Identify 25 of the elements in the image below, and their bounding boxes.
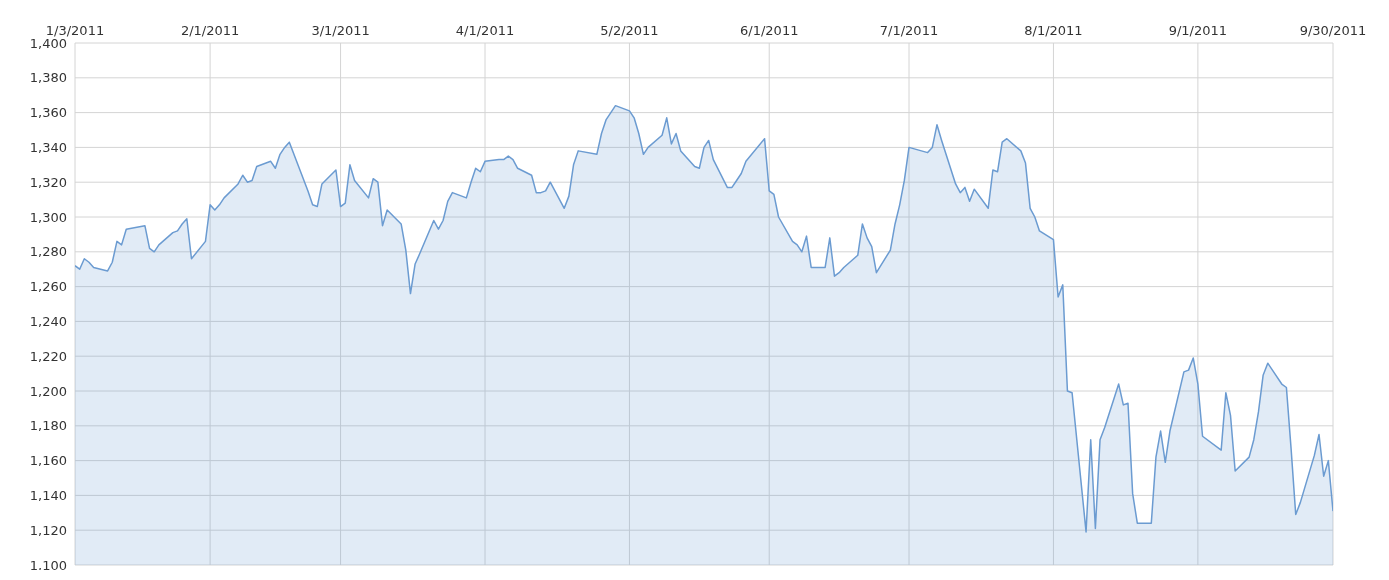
x-tick-label: 7/1/2011 [879, 23, 939, 38]
y-tick-label: 1,220 [29, 348, 67, 364]
y-tick-label: 1,360 [29, 105, 67, 121]
y-tick-label: 1,260 [29, 279, 67, 295]
y-tick-label: 1,380 [29, 70, 67, 86]
y-tick-label: 1,340 [29, 140, 67, 156]
y-tick-label: 1,300 [29, 209, 67, 225]
x-tick-label: 6/1/2011 [740, 23, 799, 38]
x-tick-label: 3/1/2011 [311, 23, 370, 38]
x-tick-label: 5/2/2011 [600, 23, 659, 38]
y-tick-label: 1,200 [29, 383, 67, 399]
x-tick-label: 1/3/2011 [45, 23, 105, 38]
y-tick-label: 1,280 [29, 244, 67, 260]
x-tick-label: 4/1/2011 [455, 23, 515, 38]
y-tick-label: 1,400 [29, 35, 67, 51]
x-tick-label: 2/1/2011 [180, 23, 240, 38]
y-tick-label: 1,240 [29, 314, 67, 330]
y-tick-label: 1,180 [29, 418, 67, 434]
y-tick-label: 1,140 [29, 488, 67, 504]
x-tick-label: 9/30/2011 [1299, 23, 1367, 38]
y-tick-label: 1,120 [29, 522, 67, 538]
y-tick-label: 1,160 [29, 453, 67, 469]
x-tick-label: 8/1/2011 [1024, 23, 1083, 38]
y-tick-label: 1,320 [29, 174, 67, 190]
x-tick-label: 9/1/2011 [1168, 23, 1228, 38]
